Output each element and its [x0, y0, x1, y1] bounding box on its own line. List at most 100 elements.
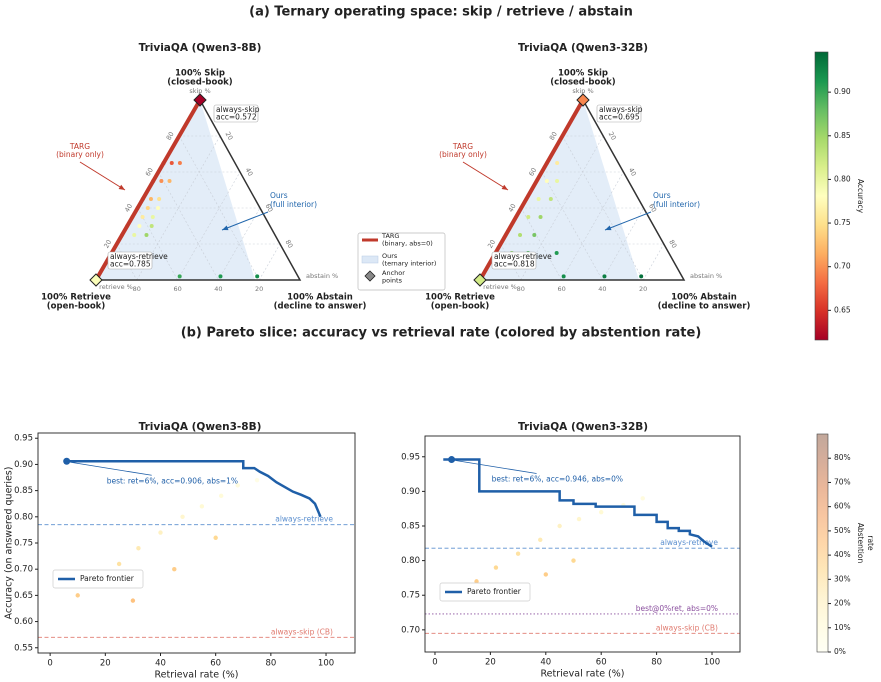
- grid-line: [177, 171, 241, 281]
- cloud-point: [515, 551, 521, 556]
- axis-label: abstain %: [690, 272, 722, 280]
- legend-anchor: [364, 270, 376, 282]
- anchor-box: [213, 104, 259, 123]
- policy-point: [555, 161, 560, 165]
- policy-point: [132, 233, 137, 237]
- policy-point: [144, 233, 149, 237]
- cloud-point: [538, 537, 543, 543]
- cloud-point: [218, 493, 224, 499]
- colorbar-tick-label: 0.85: [834, 131, 851, 140]
- legend-box: [52, 569, 144, 589]
- y-tick-label: 0.90: [14, 460, 33, 470]
- grid-line: [137, 207, 178, 281]
- cloud-point: [130, 598, 136, 603]
- x-tick-label: 60: [596, 658, 607, 668]
- x-tick-label: 40: [540, 658, 551, 668]
- x-tick-label: 0: [432, 658, 437, 668]
- retrieve-tick-label: 80: [133, 285, 141, 293]
- policy-point: [538, 215, 543, 219]
- abstain-tick-label: 20: [607, 130, 618, 141]
- policy-point: [218, 274, 223, 279]
- abstain-tick-label: 80: [667, 238, 678, 249]
- anchor-name: always-skip: [599, 105, 643, 114]
- abstain-tick-label: 60: [263, 202, 274, 213]
- grid-line: [642, 243, 665, 281]
- policy-point: [544, 179, 549, 183]
- skip-tick-label: 20: [102, 238, 113, 249]
- policy-point: [169, 161, 174, 165]
- colorbar-tick-label: 0%: [834, 647, 846, 656]
- y-tick-label: 0.70: [14, 565, 33, 575]
- anchor-box: [491, 251, 537, 270]
- x-tick-label: 0: [47, 659, 52, 669]
- legend-box: [439, 582, 531, 602]
- x-axis-label: Retrieval rate (%): [541, 669, 625, 680]
- targ-annotation: TARG: [452, 142, 473, 151]
- abstain-tick-label: 80: [283, 238, 294, 249]
- retrieve-tick-label: 60: [557, 285, 565, 293]
- ours-annotation: Ours: [270, 191, 288, 200]
- cloud-point: [235, 483, 240, 488]
- reference-label: best@0%ret, abs=0%: [636, 604, 718, 613]
- colorbar-label: rate: [866, 535, 875, 551]
- cloud-point: [543, 572, 548, 577]
- ours-annotation: (full interior): [270, 200, 317, 209]
- abstain-tick-label: 40: [243, 166, 254, 177]
- colorbar-tick-label: 10%: [834, 623, 851, 632]
- chart-title: TriviaQA (Qwen3-32B): [518, 421, 648, 433]
- arrow-head: [118, 184, 125, 190]
- best-arrow: [70, 461, 152, 476]
- policy-point: [177, 274, 182, 279]
- y-tick-label: 0.85: [14, 486, 33, 496]
- grid-line: [178, 135, 260, 281]
- y-tick-label: 0.80: [401, 556, 420, 566]
- cloud-point: [254, 477, 260, 483]
- policy-point: [145, 206, 150, 210]
- reference-label: always-retrieve: [275, 515, 333, 524]
- policy-point: [177, 161, 182, 165]
- cloud-point: [116, 561, 122, 567]
- targ-annotation: (binary only): [56, 150, 104, 159]
- anchor-value: acc=0.785: [110, 260, 151, 269]
- corner-label: 100% Skip: [175, 69, 225, 79]
- retrieve-tick-label: 60: [173, 285, 181, 293]
- y-axis-label: Accuracy (on answered queries): [4, 467, 15, 620]
- colorbar-tick-label: 50%: [834, 526, 851, 535]
- arrow: [604, 211, 652, 231]
- legend-label: Pareto frontier: [80, 574, 135, 583]
- best-point: [448, 456, 456, 464]
- legend-label: points: [382, 277, 403, 285]
- cloud-point: [136, 546, 141, 551]
- y-tick-label: 0.95: [401, 452, 420, 462]
- cloud-point: [172, 566, 177, 572]
- skip-tick-label: 40: [123, 202, 134, 213]
- skip-tick-label: 80: [548, 130, 559, 141]
- x-tick-label: 100: [318, 659, 334, 669]
- corner-label: 100% Retrieve: [425, 293, 495, 303]
- policy-point: [149, 224, 154, 228]
- anchor-point: [193, 93, 207, 107]
- cloud-point: [474, 579, 479, 584]
- anchor-point: [89, 273, 103, 287]
- skip-tick-label: 40: [507, 202, 518, 213]
- anchor-value: acc=0.572: [216, 113, 257, 122]
- x-tick-label: 60: [210, 659, 221, 669]
- corner-label: 100% Abstain: [671, 293, 737, 303]
- chart-title: TriviaQA (Qwen3-32B): [518, 42, 648, 54]
- axis-label: abstain %: [306, 272, 338, 280]
- anchor-box: [596, 104, 642, 123]
- arrow: [79, 161, 126, 191]
- colorbar-tick-label: 70%: [834, 477, 851, 486]
- legend-label: Pareto frontier: [467, 587, 522, 596]
- axis-label: retrieve %: [99, 283, 133, 291]
- cloud-point: [75, 593, 80, 598]
- cloud-point: [158, 530, 163, 535]
- corner-label: (open-book): [47, 302, 106, 312]
- legend-region: [361, 255, 379, 264]
- arrow-head: [605, 225, 612, 231]
- skip-tick-label: 60: [527, 166, 538, 177]
- colorbar-tick-label: 0.65: [834, 305, 851, 314]
- colorbar-label: Accuracy: [856, 179, 865, 214]
- skip-tick-label: 20: [486, 238, 497, 249]
- x-tick-label: 40: [155, 659, 166, 669]
